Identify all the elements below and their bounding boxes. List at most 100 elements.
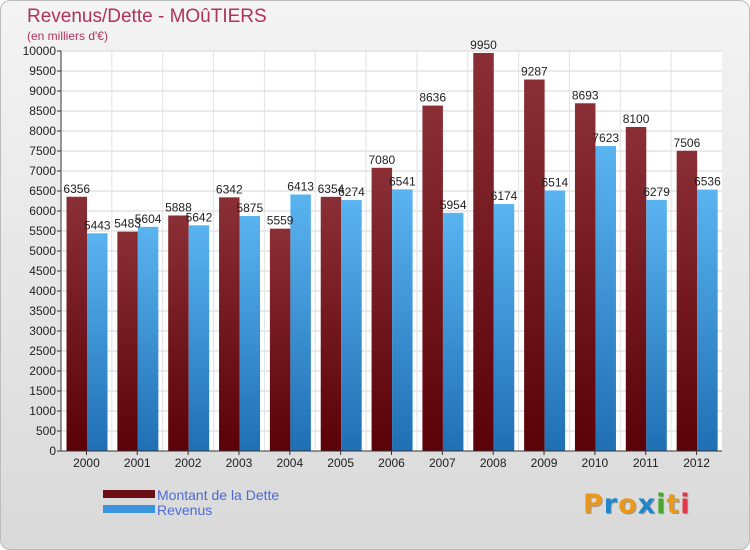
bar-dette bbox=[422, 105, 443, 451]
legend-label-revenus: Revenus bbox=[157, 502, 213, 518]
logo-letter: i bbox=[680, 489, 691, 520]
data-label: 8693 bbox=[572, 88, 599, 102]
legend-swatch-dette bbox=[103, 490, 155, 498]
bar-dette bbox=[625, 127, 647, 451]
bar-revenus bbox=[341, 200, 362, 451]
y-tick-label: 1000 bbox=[29, 404, 56, 418]
x-tick-label: 2009 bbox=[531, 456, 558, 470]
y-tick-label: 1500 bbox=[29, 384, 56, 398]
x-tick-label: 2002 bbox=[175, 456, 202, 470]
bar-revenus bbox=[239, 216, 261, 451]
x-tick-label: 2012 bbox=[683, 456, 710, 470]
y-tick-label: 3500 bbox=[29, 304, 56, 318]
data-label: 6274 bbox=[338, 185, 365, 199]
bar-dette bbox=[524, 79, 545, 452]
bar-dette bbox=[219, 197, 240, 451]
x-tick-label: 2004 bbox=[276, 456, 303, 470]
chart-subtitle: (en milliers d'€) bbox=[27, 29, 108, 43]
data-label: 6342 bbox=[216, 182, 243, 196]
data-label: 5875 bbox=[236, 201, 263, 215]
data-label: 5954 bbox=[440, 198, 467, 212]
legend-swatch-revenus bbox=[103, 505, 155, 513]
y-tick-label: 9000 bbox=[29, 84, 56, 98]
y-tick-label: 5500 bbox=[29, 224, 56, 238]
y-tick-label: 8500 bbox=[29, 104, 56, 118]
data-label: 5604 bbox=[135, 212, 162, 226]
data-label: 8100 bbox=[623, 112, 650, 126]
x-tick-label: 2010 bbox=[582, 456, 609, 470]
chart-title: Revenus/Dette - MOûTIERS bbox=[27, 6, 267, 27]
bar-revenus bbox=[493, 204, 515, 451]
bar-dette bbox=[371, 167, 393, 452]
y-tick-label: 7500 bbox=[29, 144, 56, 158]
y-tick-label: 4500 bbox=[29, 264, 56, 278]
y-tick-label: 3000 bbox=[29, 324, 56, 338]
data-label: 6354 bbox=[318, 182, 345, 196]
data-label: 9950 bbox=[470, 38, 497, 52]
data-label: 6541 bbox=[389, 174, 416, 188]
y-tick-label: 6500 bbox=[29, 184, 56, 198]
data-label: 6413 bbox=[287, 179, 314, 193]
y-tick-label: 9500 bbox=[29, 64, 56, 78]
data-label: 5483 bbox=[114, 217, 141, 231]
bar-dette bbox=[168, 215, 189, 451]
bar-revenus bbox=[87, 233, 108, 451]
logo-letter: P bbox=[583, 489, 604, 520]
data-label: 6279 bbox=[643, 185, 670, 199]
bar-revenus bbox=[137, 226, 159, 451]
bar-dette bbox=[269, 228, 291, 451]
data-label: 6536 bbox=[694, 175, 721, 189]
x-tick-label: 2011 bbox=[633, 456, 659, 470]
data-label: 6514 bbox=[542, 175, 569, 189]
data-label: 8636 bbox=[419, 91, 446, 105]
x-tick-label: 2008 bbox=[480, 456, 507, 470]
x-tick-label: 2001 bbox=[124, 456, 151, 470]
y-tick-label: 0 bbox=[49, 444, 56, 458]
logo-letter: i bbox=[656, 489, 667, 520]
logo-letter: t bbox=[666, 489, 681, 520]
bar-revenus bbox=[697, 189, 718, 451]
bar-dette bbox=[574, 103, 596, 451]
bar-revenus bbox=[188, 225, 210, 451]
y-tick-label: 7000 bbox=[29, 164, 56, 178]
bar-revenus bbox=[544, 190, 566, 451]
data-label: 5642 bbox=[186, 210, 213, 224]
bar-dette bbox=[66, 196, 87, 451]
data-label: 7080 bbox=[368, 153, 395, 167]
bar-dette bbox=[473, 53, 494, 451]
data-label: 5559 bbox=[267, 214, 294, 228]
bar-dette bbox=[320, 196, 342, 451]
bar-revenus bbox=[392, 189, 413, 452]
x-tick-label: 2005 bbox=[327, 456, 354, 470]
y-tick-label: 10000 bbox=[23, 44, 57, 58]
logo-letter: r bbox=[603, 489, 619, 520]
bar-dette bbox=[117, 231, 138, 451]
bar-revenus bbox=[290, 194, 311, 452]
x-tick-label: 2007 bbox=[429, 456, 456, 470]
data-label: 6356 bbox=[63, 182, 90, 196]
proxiti-logo: Proxiti bbox=[583, 489, 691, 520]
bars bbox=[66, 53, 718, 452]
bar-revenus bbox=[646, 199, 667, 451]
y-tick-label: 4000 bbox=[29, 284, 56, 298]
y-tick-label: 6000 bbox=[29, 204, 56, 218]
data-label: 7623 bbox=[592, 131, 619, 145]
data-label: 6174 bbox=[491, 189, 518, 203]
y-tick-label: 8000 bbox=[29, 124, 56, 138]
x-tick-label: 2006 bbox=[378, 456, 405, 470]
y-tick-label: 5000 bbox=[29, 244, 56, 258]
logo-letter: o bbox=[618, 489, 638, 520]
legend-label-dette: Montant de la Dette bbox=[157, 487, 280, 503]
x-tick-label: 2000 bbox=[73, 456, 100, 470]
data-label: 7506 bbox=[674, 136, 701, 150]
data-label: 5888 bbox=[165, 200, 192, 214]
bar-revenus bbox=[442, 212, 464, 451]
bar-revenus bbox=[595, 146, 616, 451]
data-label: 5443 bbox=[84, 218, 111, 232]
bar-dette bbox=[676, 150, 698, 451]
logo-letter: x bbox=[637, 489, 657, 520]
y-tick-label: 2000 bbox=[29, 364, 56, 378]
y-tick-label: 2500 bbox=[29, 344, 56, 358]
